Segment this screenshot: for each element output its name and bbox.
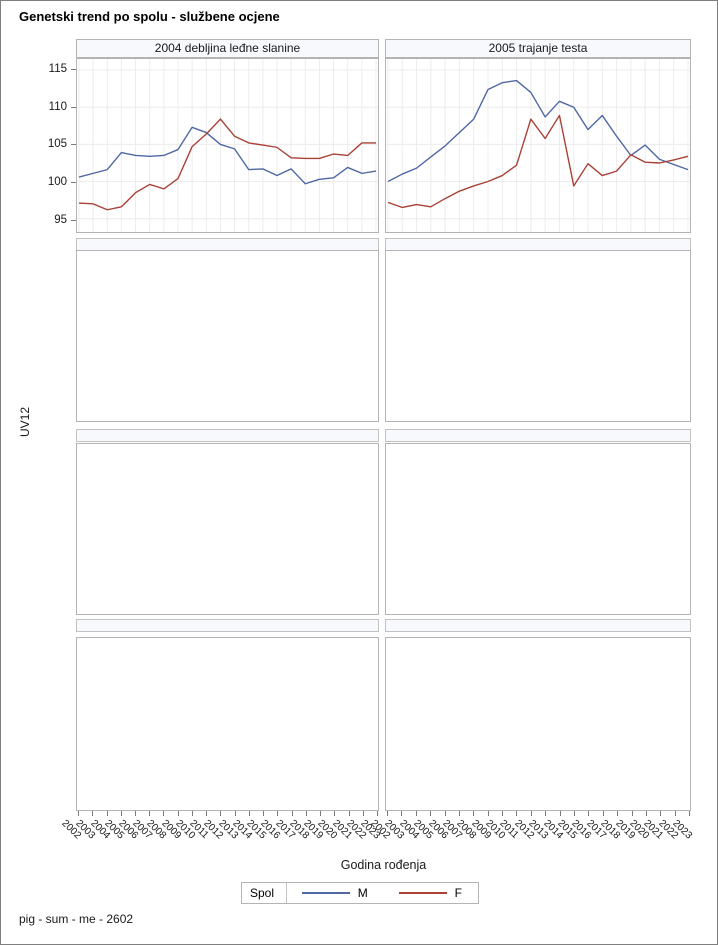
x-tick-mark [177, 811, 179, 816]
y-tick-label: 110 [48, 100, 67, 113]
x-tick-mark [660, 811, 662, 816]
x-tick-mark [401, 811, 403, 816]
female-line-swatch [398, 892, 447, 894]
x-tick-mark [415, 811, 417, 816]
plot-cell-left [76, 58, 379, 233]
x-tick-mark [574, 811, 575, 816]
male-line-swatch [301, 892, 350, 894]
y-tick-label: 115 [48, 63, 67, 76]
x-tick-mark [334, 811, 336, 816]
footnote: pig - sum - me - 2602 [19, 912, 134, 926]
line-chart-left [77, 59, 378, 232]
empty-panel-cell [385, 250, 691, 422]
empty-panel-cell [76, 250, 379, 422]
empty-panel-cell [385, 637, 691, 811]
x-tick-mark [149, 811, 151, 816]
legend-label-female: F [454, 886, 462, 900]
panel-header-right: 2005 trajanje testa [385, 39, 691, 58]
legend-entry-male: M [287, 886, 382, 900]
legend-entry-female: F [383, 886, 478, 900]
x-tick-mark [530, 811, 532, 816]
x-tick-mark [277, 811, 279, 816]
x-tick-mark [320, 811, 321, 816]
empty-panel-band [76, 619, 379, 632]
x-tick-mark [444, 811, 446, 816]
x-tick-mark [263, 811, 265, 816]
y-tick-mark [71, 144, 76, 146]
plot-cell-right [385, 58, 691, 233]
y-tick-mark [71, 106, 76, 108]
y-tick-label: 95 [54, 213, 67, 226]
x-tick-mark [348, 811, 350, 816]
empty-panel-band [385, 429, 691, 442]
x-tick-mark [689, 811, 690, 816]
x-tick-mark [502, 811, 503, 816]
x-tick-mark [191, 811, 193, 816]
x-tick-mark [78, 811, 79, 816]
x-tick-mark [617, 811, 619, 816]
x-tick-mark [248, 811, 250, 816]
x-tick-mark [631, 811, 633, 816]
x-tick-mark [163, 811, 165, 816]
x-tick-mark [206, 811, 208, 816]
chart-title: Genetski trend po spolu - službene ocjen… [19, 9, 280, 24]
x-tick-mark [92, 811, 94, 816]
x-tick-mark [387, 811, 388, 816]
y-tick-mark [71, 69, 76, 71]
x-tick-mark [362, 811, 364, 816]
x-tick-mark [120, 811, 122, 816]
x-tick-mark [234, 811, 236, 816]
x-tick-mark [106, 811, 108, 816]
line-chart-right [386, 59, 690, 232]
x-axis-label: Godina rođenja [340, 858, 427, 872]
y-tick-mark [71, 181, 76, 183]
x-tick-mark [487, 811, 489, 816]
x-tick-mark [220, 811, 222, 816]
y-tick-label: 105 [47, 138, 67, 151]
empty-panel-band [385, 619, 691, 632]
panel-header-left: 2004 debljina leđne slanine [76, 39, 379, 58]
empty-panel-cell [76, 637, 379, 811]
x-tick-mark [559, 811, 561, 816]
y-tick-mark [71, 219, 76, 221]
x-tick-mark [588, 811, 590, 816]
x-tick-mark [291, 811, 293, 816]
legend-title: Spol [242, 883, 288, 903]
empty-panel-cell [76, 443, 379, 615]
legend-label-male: M [357, 886, 368, 900]
x-tick-mark [473, 811, 475, 816]
x-tick-mark [516, 811, 518, 816]
empty-panel-band [76, 429, 379, 442]
legend: Spol M F [241, 882, 479, 904]
x-tick-mark [674, 811, 676, 816]
x-tick-mark [645, 811, 647, 816]
x-tick-mark [377, 811, 378, 816]
x-tick-mark [135, 811, 136, 816]
y-tick-label: 100 [47, 175, 67, 188]
x-tick-mark [458, 811, 460, 816]
y-axis-label: UV12 [18, 406, 32, 438]
x-tick-mark [545, 811, 547, 816]
x-tick-mark [602, 811, 604, 816]
empty-panel-cell [385, 443, 691, 615]
x-tick-mark [305, 811, 307, 816]
x-tick-mark [430, 811, 432, 816]
